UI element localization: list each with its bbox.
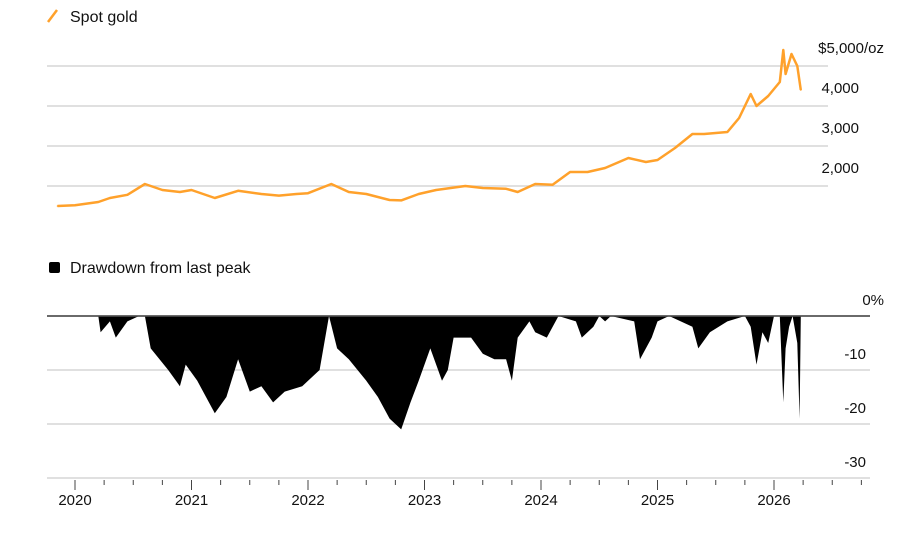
price-legend: Spot gold <box>47 9 138 26</box>
drawdown-ytick-label: 0% <box>862 292 884 309</box>
price-point <box>400 199 403 202</box>
price-point <box>161 189 164 191</box>
x-tick-label: 2022 <box>291 492 324 509</box>
price-point <box>799 89 802 91</box>
price-point <box>738 117 740 119</box>
price-point <box>388 199 391 201</box>
price-point <box>627 157 630 159</box>
price-ytick-label: 2,000 <box>821 160 859 177</box>
price-point <box>726 131 729 133</box>
x-tick-label: 2024 <box>524 492 557 509</box>
price-point <box>97 201 100 203</box>
price-point <box>645 161 647 163</box>
price-point <box>505 188 507 190</box>
x-tick-label: 2025 <box>641 492 674 509</box>
drawdown-area <box>57 316 801 430</box>
x-tick-label: 2026 <box>757 492 790 509</box>
price-point <box>74 204 76 206</box>
price-point <box>347 191 350 193</box>
price-point <box>767 95 769 97</box>
price-point <box>109 197 111 199</box>
orange-line-icon <box>47 9 58 23</box>
price-point <box>214 197 216 199</box>
price-point <box>307 192 309 194</box>
price-point <box>237 190 239 192</box>
price-ytick-label: 4,000 <box>821 80 859 97</box>
price-series-line <box>57 48 803 208</box>
price-point <box>179 191 181 193</box>
price-point <box>260 193 263 195</box>
price-point <box>516 191 519 193</box>
price-point <box>534 183 536 185</box>
price-point <box>691 133 694 135</box>
price-point <box>417 193 420 195</box>
x-tick-label: 2020 <box>58 492 91 509</box>
black-square-icon <box>49 262 60 273</box>
price-point <box>126 194 129 196</box>
price-ytick-label: 3,000 <box>821 120 859 137</box>
price-point <box>779 81 781 83</box>
drawdown-ytick-label: -10 <box>844 346 866 363</box>
price-point <box>190 189 193 191</box>
price-point <box>144 183 146 185</box>
price-point <box>551 184 554 186</box>
price-point <box>586 171 589 173</box>
price-point <box>784 73 787 75</box>
price-point <box>365 193 368 195</box>
price-point <box>656 159 659 161</box>
price-legend-label: Spot gold <box>70 9 138 26</box>
price-point <box>569 171 571 173</box>
price-point <box>796 65 799 67</box>
price-point <box>278 194 280 197</box>
price-point <box>435 189 437 191</box>
price-point <box>604 167 606 169</box>
x-tick-label: 2021 <box>175 492 208 509</box>
price-point <box>330 183 333 185</box>
price-point <box>755 105 758 107</box>
price-point <box>703 133 705 135</box>
drawdown-ytick-label: -20 <box>844 400 866 417</box>
drawdown-legend: Drawdown from last peak <box>49 260 252 277</box>
price-point <box>790 53 793 55</box>
price-ytick-label: $5,000/oz <box>818 40 884 57</box>
price-point <box>674 147 676 149</box>
price-point <box>464 185 467 187</box>
price-point <box>295 193 298 195</box>
drawdown-legend-label: Drawdown from last peak <box>70 260 252 277</box>
price-point <box>749 93 752 95</box>
price-point <box>56 205 59 207</box>
price-point <box>481 187 484 189</box>
price-point <box>782 49 785 51</box>
drawdown-ytick-label: -30 <box>844 454 866 471</box>
x-tick-label: 2023 <box>408 492 441 509</box>
